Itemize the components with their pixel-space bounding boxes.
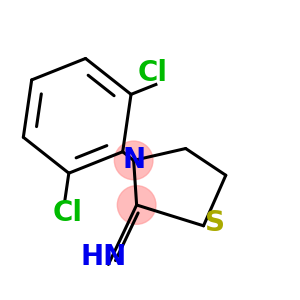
Text: Cl: Cl xyxy=(53,199,83,227)
Circle shape xyxy=(114,141,153,180)
Text: Cl: Cl xyxy=(138,58,168,87)
Circle shape xyxy=(117,186,156,224)
Text: HN: HN xyxy=(81,243,127,271)
Text: N: N xyxy=(122,146,145,174)
Text: S: S xyxy=(206,209,225,237)
